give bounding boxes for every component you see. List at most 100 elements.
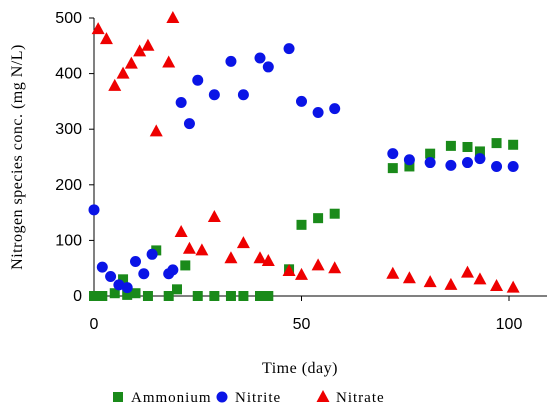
nitrite-point [225, 55, 237, 67]
nitrate-point [311, 258, 325, 271]
legend-marker-nitrite [216, 391, 228, 403]
nitrite-point [237, 89, 249, 101]
ammonium-point [151, 245, 162, 256]
nitrate-point [195, 243, 209, 256]
nitrate-point [116, 66, 130, 79]
nitrite-point [474, 153, 486, 165]
nitrate-point [182, 241, 196, 254]
nitrate-point [490, 278, 504, 291]
y-tick-label: 0 [73, 288, 82, 305]
nitrite-point [445, 159, 457, 171]
nitrate-point [236, 236, 250, 249]
ammonium-point [329, 208, 340, 219]
ammonium-point [474, 146, 485, 157]
nitrite-point [183, 118, 195, 130]
x-tick-label: 100 [496, 316, 523, 333]
legend-marker-ammonium [113, 392, 123, 402]
ammonium-point [462, 141, 473, 152]
nitrite-point [192, 74, 204, 86]
legend-marker-nitrate [316, 390, 330, 402]
nitrite-point [208, 89, 220, 101]
ammonium-point [263, 291, 274, 301]
nitrate-point [141, 38, 155, 51]
ammonium-point [192, 291, 203, 301]
ammonium-point [238, 291, 249, 301]
y-tick-label: 300 [55, 121, 82, 138]
nitrate-point [423, 275, 437, 288]
ammonium-point [172, 284, 182, 295]
ammonium-point [491, 138, 502, 149]
legend-item-nitrite: Nitrite [216, 390, 281, 405]
nitrate-point [91, 22, 105, 35]
ammonium-point [180, 260, 191, 271]
nitrate-point [224, 251, 238, 264]
nitrite-point [403, 154, 415, 166]
nitrite-point [121, 282, 133, 294]
nitrate-point [506, 280, 520, 293]
legend-label-nitrite: Nitrite [235, 390, 281, 405]
ammonium-point [109, 288, 120, 299]
legend-item-ammonium: Ammonium [113, 390, 212, 405]
y-tick-label: 100 [55, 232, 82, 249]
y-axis-ticks: 0 100 200 300 400 500 [55, 10, 94, 305]
nitrite-point [130, 256, 141, 268]
y-tick-label: 400 [55, 66, 82, 83]
ammonium-point [118, 274, 129, 285]
plot-area: 0 100 200 300 400 500 0 50 100 [55, 10, 547, 333]
nitrite-point [507, 160, 519, 172]
series-nitrate [91, 11, 520, 293]
legend: Ammonium Nitrite Nitrate [113, 390, 385, 405]
nitrate-point [133, 44, 147, 57]
x-axis-ticks: 0 50 100 [90, 296, 523, 333]
x-axis-title: Time (day) [262, 360, 338, 377]
ammonium-point [97, 291, 108, 301]
nitrate-point [386, 266, 400, 279]
nitrite-point [254, 52, 266, 64]
ammonium-point [122, 289, 133, 300]
nitrate-point [444, 277, 458, 290]
ammonium-point [89, 291, 99, 301]
data-points [88, 11, 520, 301]
nitrite-point [138, 268, 150, 280]
ammonium-point [508, 139, 519, 150]
nitrate-point [473, 272, 487, 285]
ammonium-point [445, 140, 456, 151]
nitrate-point [253, 251, 267, 264]
ammonium-point [425, 148, 436, 159]
nitrate-point [402, 271, 416, 284]
ammonium-point [142, 291, 153, 301]
nitrite-point [329, 103, 341, 115]
y-tick-label: 200 [55, 177, 82, 194]
nitrite-point [424, 157, 436, 169]
nitrate-point [166, 11, 180, 23]
nitrite-point [88, 204, 100, 216]
x-tick-label: 0 [90, 316, 99, 333]
ammonium-point [404, 161, 415, 172]
x-tick-label: 50 [293, 316, 311, 333]
nitrite-point [462, 157, 473, 169]
nitrate-point [261, 253, 275, 266]
nitrite-point [105, 271, 117, 283]
series-ammonium [89, 138, 519, 301]
legend-item-nitrate: Nitrate [316, 390, 385, 405]
ammonium-point [225, 291, 236, 301]
nitrate-point [124, 56, 138, 69]
nitrate-point [162, 55, 176, 68]
nitrite-point [283, 43, 295, 55]
ammonium-point [387, 163, 398, 174]
nitrite-point [175, 97, 187, 109]
nitrate-point [207, 210, 221, 223]
nitrite-point [312, 107, 324, 119]
nitrite-point [491, 160, 503, 172]
nitrate-point [99, 32, 113, 45]
legend-label-nitrate: Nitrate [336, 390, 385, 405]
nitrate-point [461, 265, 474, 278]
nitrite-point [96, 261, 108, 273]
ammonium-point [255, 291, 265, 301]
series-nitrite [88, 43, 519, 294]
nitrite-point [113, 279, 125, 291]
legend-label-ammonium: Ammonium [131, 390, 212, 405]
nitrate-point [108, 78, 122, 91]
ammonium-point [130, 288, 141, 299]
